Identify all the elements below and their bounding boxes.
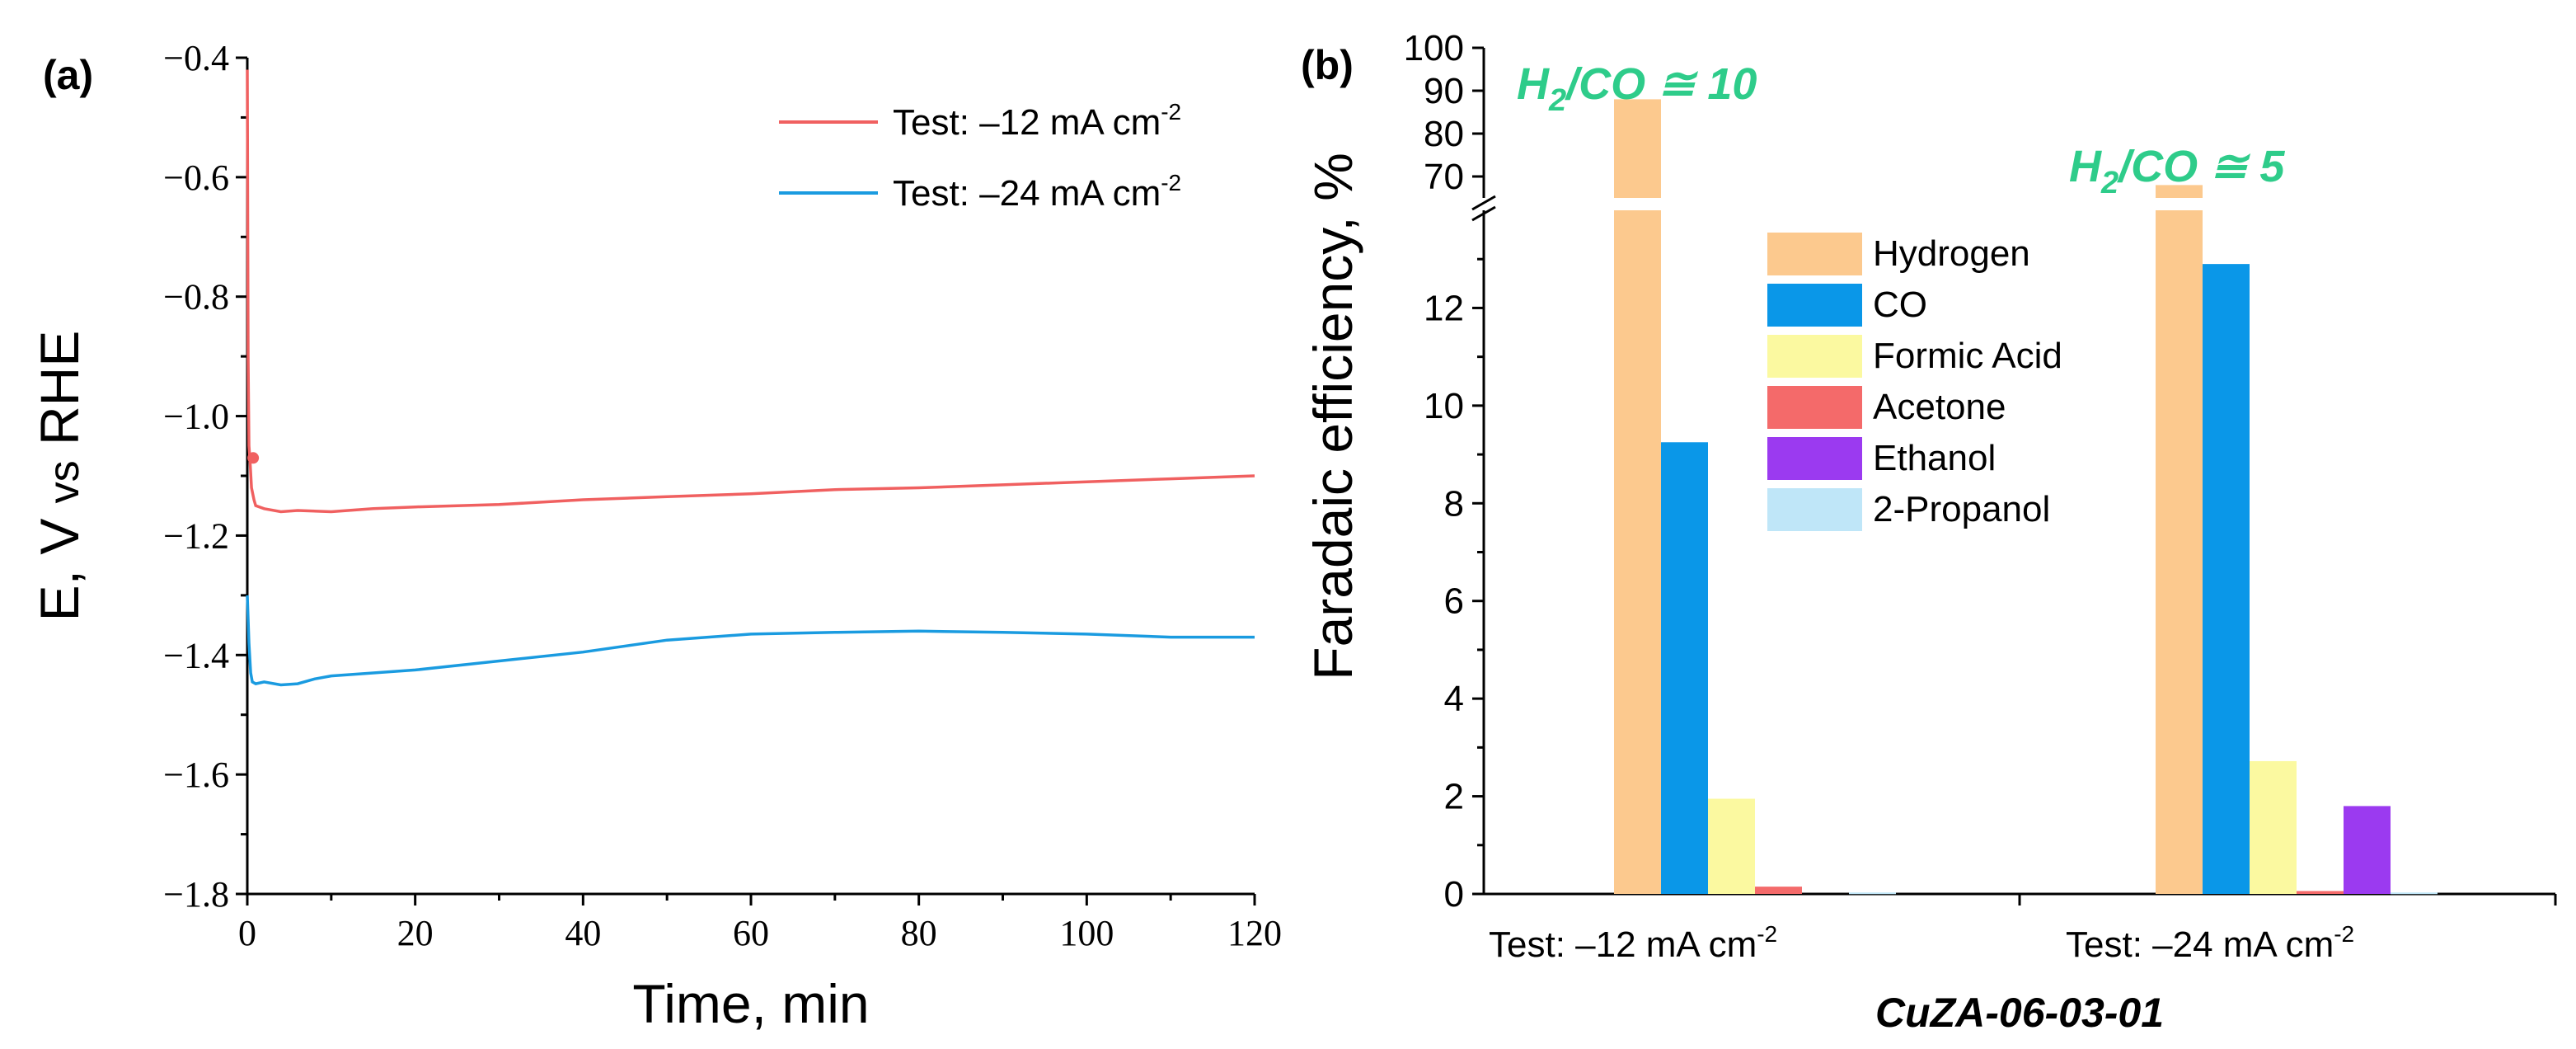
legend-swatch-2 [1767, 284, 1862, 327]
y-tick-label: −1.6 [163, 755, 229, 795]
legend-label-3: Formic Acid [1873, 336, 2062, 376]
legend-label-5: Ethanol [1873, 438, 1996, 478]
legend-label-2: CO [1873, 285, 1927, 325]
x-tick-label: 60 [733, 913, 769, 953]
y-tick-label: 0 [1444, 874, 1464, 915]
x-tick-label: 120 [1227, 913, 1282, 953]
bar-hydrogen-upper [1614, 99, 1661, 198]
axis-break-mark-bottom [1471, 205, 1496, 222]
category-label-1: Test: –12 mA cm-2 [1489, 921, 1777, 965]
y-tick-label: 6 [1444, 581, 1464, 622]
y-tick-label-upper: 100 [1404, 28, 1464, 68]
legend-swatch-1 [1767, 233, 1862, 275]
x-tick-label: 100 [1059, 913, 1114, 953]
y-tick-label-upper: 90 [1424, 71, 1464, 111]
bar-ethanol [2344, 806, 2391, 894]
legend-swatch-4 [1767, 386, 1862, 429]
legend-label-1: Hydrogen [1873, 233, 2030, 274]
bar-acetone [2297, 891, 2344, 894]
y-tick-label: −1.0 [163, 397, 229, 437]
y-tick-label: −1.4 [163, 635, 229, 675]
bar-acetone [1755, 887, 1802, 894]
legend-label-2: Test: –24 mA cm-2 [893, 170, 1181, 214]
panel-label-b: (b) [1301, 42, 1354, 88]
bar-hydrogen-upper [2156, 185, 2203, 198]
x-tick-label: 20 [397, 913, 434, 953]
y-tick-label: 4 [1444, 679, 1464, 719]
legend-swatch-6 [1767, 488, 1862, 531]
y-tick-label: −0.8 [163, 277, 229, 318]
bar-co [2203, 264, 2250, 894]
x-axis-title: CuZA-06-03-01 [1875, 990, 2164, 1036]
category-label-2: Test: –24 mA cm-2 [2066, 921, 2354, 965]
y-axis-label: E, V vs RHE [29, 331, 90, 622]
x-tick-label: 40 [565, 913, 601, 953]
bar-co [1661, 442, 1708, 894]
axis-break-mark-top [1471, 195, 1496, 211]
bar-hydrogen-lower [1614, 210, 1661, 894]
bar-hydrogen-lower [2156, 210, 2203, 894]
y-tick-label: −0.6 [163, 158, 229, 198]
legend-swatch-3 [1767, 335, 1862, 378]
y-tick-label: −0.4 [163, 38, 229, 78]
y-tick-label: 8 [1444, 483, 1464, 524]
panel-label-a: (a) [43, 52, 93, 98]
y-tick-label-upper: 70 [1424, 157, 1464, 197]
legend-label-4: Acetone [1873, 387, 2006, 427]
y-tick-label-upper: 80 [1424, 114, 1464, 154]
series-line-2 [246, 595, 1255, 687]
y-axis-label: Faradaic efficiency, % [1302, 153, 1363, 680]
y-tick-label: 12 [1424, 288, 1464, 328]
y-tick-label: −1.2 [163, 515, 229, 556]
bar-formic-acid [2250, 760, 2297, 894]
legend-label-1: Test: –12 mA cm-2 [893, 99, 1181, 143]
legend-label-6: 2-Propanol [1873, 489, 2050, 529]
x-tick-label: 0 [238, 913, 256, 953]
y-tick-label: 10 [1424, 386, 1464, 426]
panel-a-line-chart: (a) −0.4 −0.6 −0.8 −1.0 −1.2 −1.4 −1.6 −1.80 20 40… [29, 38, 1282, 1034]
y-tick-label: 2 [1444, 777, 1464, 817]
bar-formic-acid [1708, 798, 1755, 894]
annotation-ratio-1: H2/CO ≅ 10 [1517, 59, 1757, 118]
annotation-ratio-2: H2/CO ≅ 5 [2069, 142, 2285, 200]
legend-swatch-5 [1767, 437, 1862, 480]
bar-2-propanol [2391, 892, 2438, 895]
series-line-1 [246, 69, 1255, 514]
y-tick-label: −1.8 [163, 874, 229, 915]
x-tick-label: 80 [901, 913, 937, 953]
bar-2-propanol [1849, 892, 1896, 895]
x-axis-label: Time, min [632, 973, 869, 1034]
series-1-marker [247, 452, 260, 464]
